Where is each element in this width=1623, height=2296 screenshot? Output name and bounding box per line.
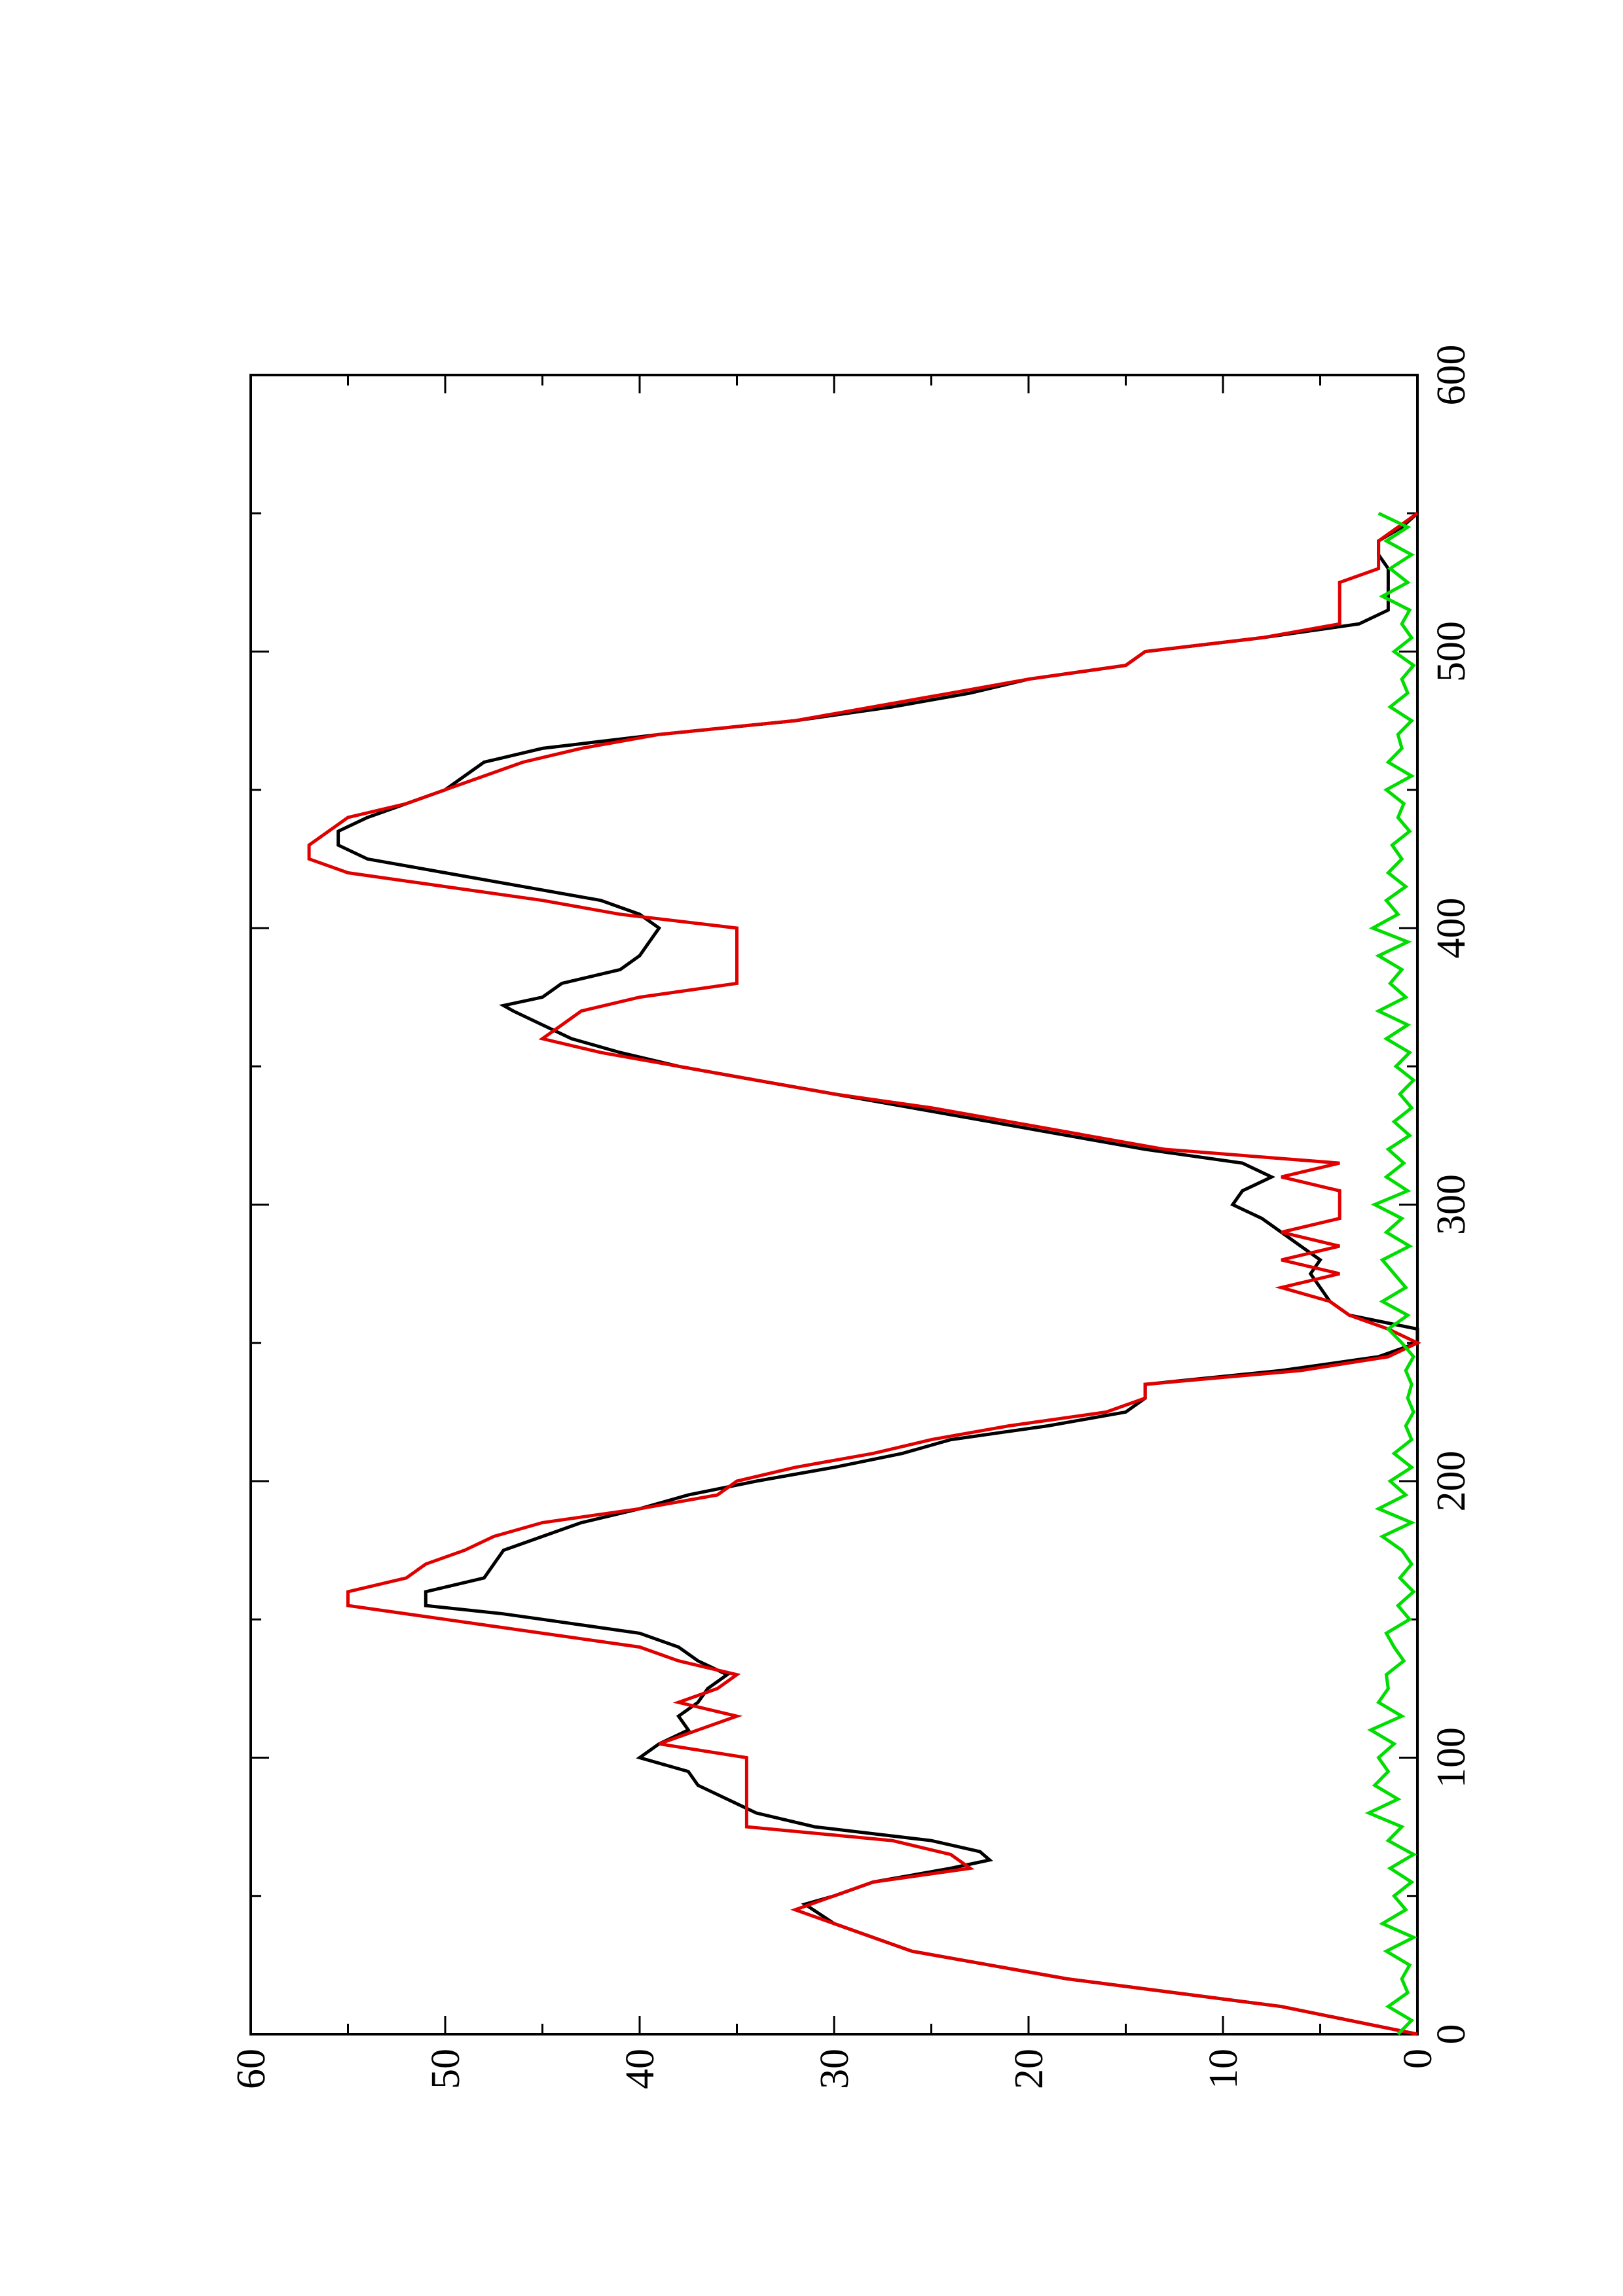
y-tick-label: 10 — [1201, 2049, 1246, 2089]
y-tick-label: 0 — [1396, 2049, 1440, 2069]
series-group — [307, 511, 1421, 2036]
x-tick-label: 0 — [1429, 2024, 1474, 2045]
x-tick-label: 100 — [1429, 1727, 1474, 1788]
x-tick-label: 400 — [1429, 898, 1474, 959]
series-line-3 — [1364, 511, 1417, 2036]
x-tick-label: 300 — [1429, 1174, 1474, 1235]
tick-labels: 0 100 200 300 400 500 600 0 10 20 30 40 50 60 — [229, 345, 1474, 2090]
x-tick-label: 500 — [1429, 621, 1474, 682]
y-tick-label: 40 — [618, 2049, 663, 2089]
series-line-1 — [337, 512, 1419, 2036]
plot-frame — [249, 374, 1419, 2036]
y-tick-label: 60 — [229, 2049, 274, 2089]
rotated-plot: 0 100 200 300 400 500 600 0 10 20 30 40 50 60 — [229, 345, 1474, 2090]
y-tick-label: 30 — [812, 2049, 857, 2089]
tick-marks — [249, 374, 1419, 2036]
x-tick-label: 600 — [1429, 345, 1474, 406]
y-tick-label: 20 — [1007, 2049, 1051, 2089]
series-line-2 — [307, 512, 1421, 2036]
y-tick-label: 50 — [424, 2049, 468, 2089]
x-tick-label: 200 — [1429, 1451, 1474, 1512]
